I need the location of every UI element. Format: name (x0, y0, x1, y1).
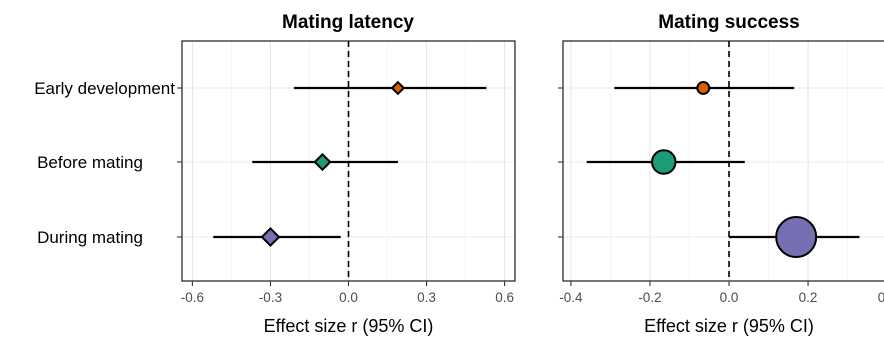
category-label: Before mating (37, 153, 143, 172)
estimate-diamond (390, 80, 406, 96)
x-tick-label: -0.2 (638, 290, 661, 305)
x-tick-label: -0.3 (259, 290, 282, 305)
estimate-diamond (260, 227, 281, 247)
x-tick-label: 0.0 (339, 290, 358, 305)
x-tick-label: 0.2 (799, 290, 818, 305)
data-marks (213, 80, 487, 247)
panel-2: -0.4 -0.2 0.0 0.2 0.4 Mating success Effect si… (558, 12, 884, 336)
estimate-circle (651, 149, 677, 175)
category-label: During mating (37, 228, 143, 247)
panel-title: Mating latency (282, 12, 414, 33)
x-tick-label: 0.0 (720, 290, 739, 305)
data-marks (586, 81, 860, 258)
x-tick-label: -0.6 (181, 290, 204, 305)
x-tick-label: 0.4 (878, 290, 884, 305)
x-axis-title: Effect size r (95% CI) (644, 316, 814, 336)
x-tick-label: -0.4 (559, 290, 583, 305)
estimate-diamond (313, 152, 332, 172)
estimate-circle (775, 216, 818, 258)
estimate-circle (696, 81, 711, 95)
x-tick-label: 0.6 (495, 290, 514, 305)
x-axis-title: Effect size r (95% CI) (264, 316, 434, 336)
panel-title: Mating success (658, 12, 800, 33)
category-label: Early development (34, 79, 175, 98)
panel-1: -0.6 -0.3 0.0 0.3 0.6 Early development Before… (34, 12, 516, 336)
x-tick-label: 0.3 (417, 290, 436, 305)
